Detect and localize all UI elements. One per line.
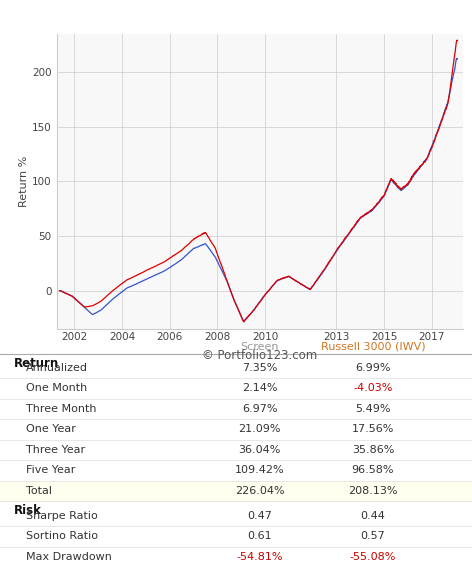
Text: Sortino Ratio: Sortino Ratio xyxy=(26,531,98,541)
Text: Three Month: Three Month xyxy=(26,404,96,414)
Text: One Month: One Month xyxy=(26,383,87,393)
Text: 35.86%: 35.86% xyxy=(352,445,394,455)
Text: Annualized: Annualized xyxy=(26,363,88,373)
Text: 6.97%: 6.97% xyxy=(242,404,278,414)
Text: Risk: Risk xyxy=(14,505,42,518)
Text: 226.04%: 226.04% xyxy=(235,486,285,496)
Text: 0.47: 0.47 xyxy=(247,511,272,521)
Text: -54.81%: -54.81% xyxy=(236,552,283,562)
Text: Return: Return xyxy=(14,357,59,370)
Text: Russell 3000 (IWV): Russell 3000 (IWV) xyxy=(320,341,425,352)
Text: 17.56%: 17.56% xyxy=(352,424,394,434)
Text: -55.08%: -55.08% xyxy=(350,552,396,562)
Text: 109.42%: 109.42% xyxy=(235,466,285,475)
Text: Three Year: Three Year xyxy=(26,445,85,455)
Text: One Year: One Year xyxy=(26,424,76,434)
Text: -4.03%: -4.03% xyxy=(353,383,393,393)
Text: 7.35%: 7.35% xyxy=(242,363,277,373)
Text: Sharpe Ratio: Sharpe Ratio xyxy=(26,511,98,521)
Text: Screen: Screen xyxy=(240,341,279,352)
Text: 5.49%: 5.49% xyxy=(355,404,391,414)
Text: 36.04%: 36.04% xyxy=(238,445,281,455)
Text: 96.58%: 96.58% xyxy=(352,466,394,475)
FancyBboxPatch shape xyxy=(0,480,472,501)
Text: © Portfolio123.com: © Portfolio123.com xyxy=(202,349,317,362)
Text: 208.13%: 208.13% xyxy=(348,486,397,496)
Text: Five Year: Five Year xyxy=(26,466,76,475)
Text: Max Drawdown: Max Drawdown xyxy=(26,552,112,562)
Text: 2.14%: 2.14% xyxy=(242,383,278,393)
Text: Total: Total xyxy=(26,486,52,496)
Y-axis label: Return %: Return % xyxy=(19,156,29,207)
Text: 0.57: 0.57 xyxy=(361,531,385,541)
Text: 21.09%: 21.09% xyxy=(238,424,281,434)
Text: 0.61: 0.61 xyxy=(247,531,272,541)
Text: 6.99%: 6.99% xyxy=(355,363,391,373)
Text: 0.44: 0.44 xyxy=(361,511,385,521)
